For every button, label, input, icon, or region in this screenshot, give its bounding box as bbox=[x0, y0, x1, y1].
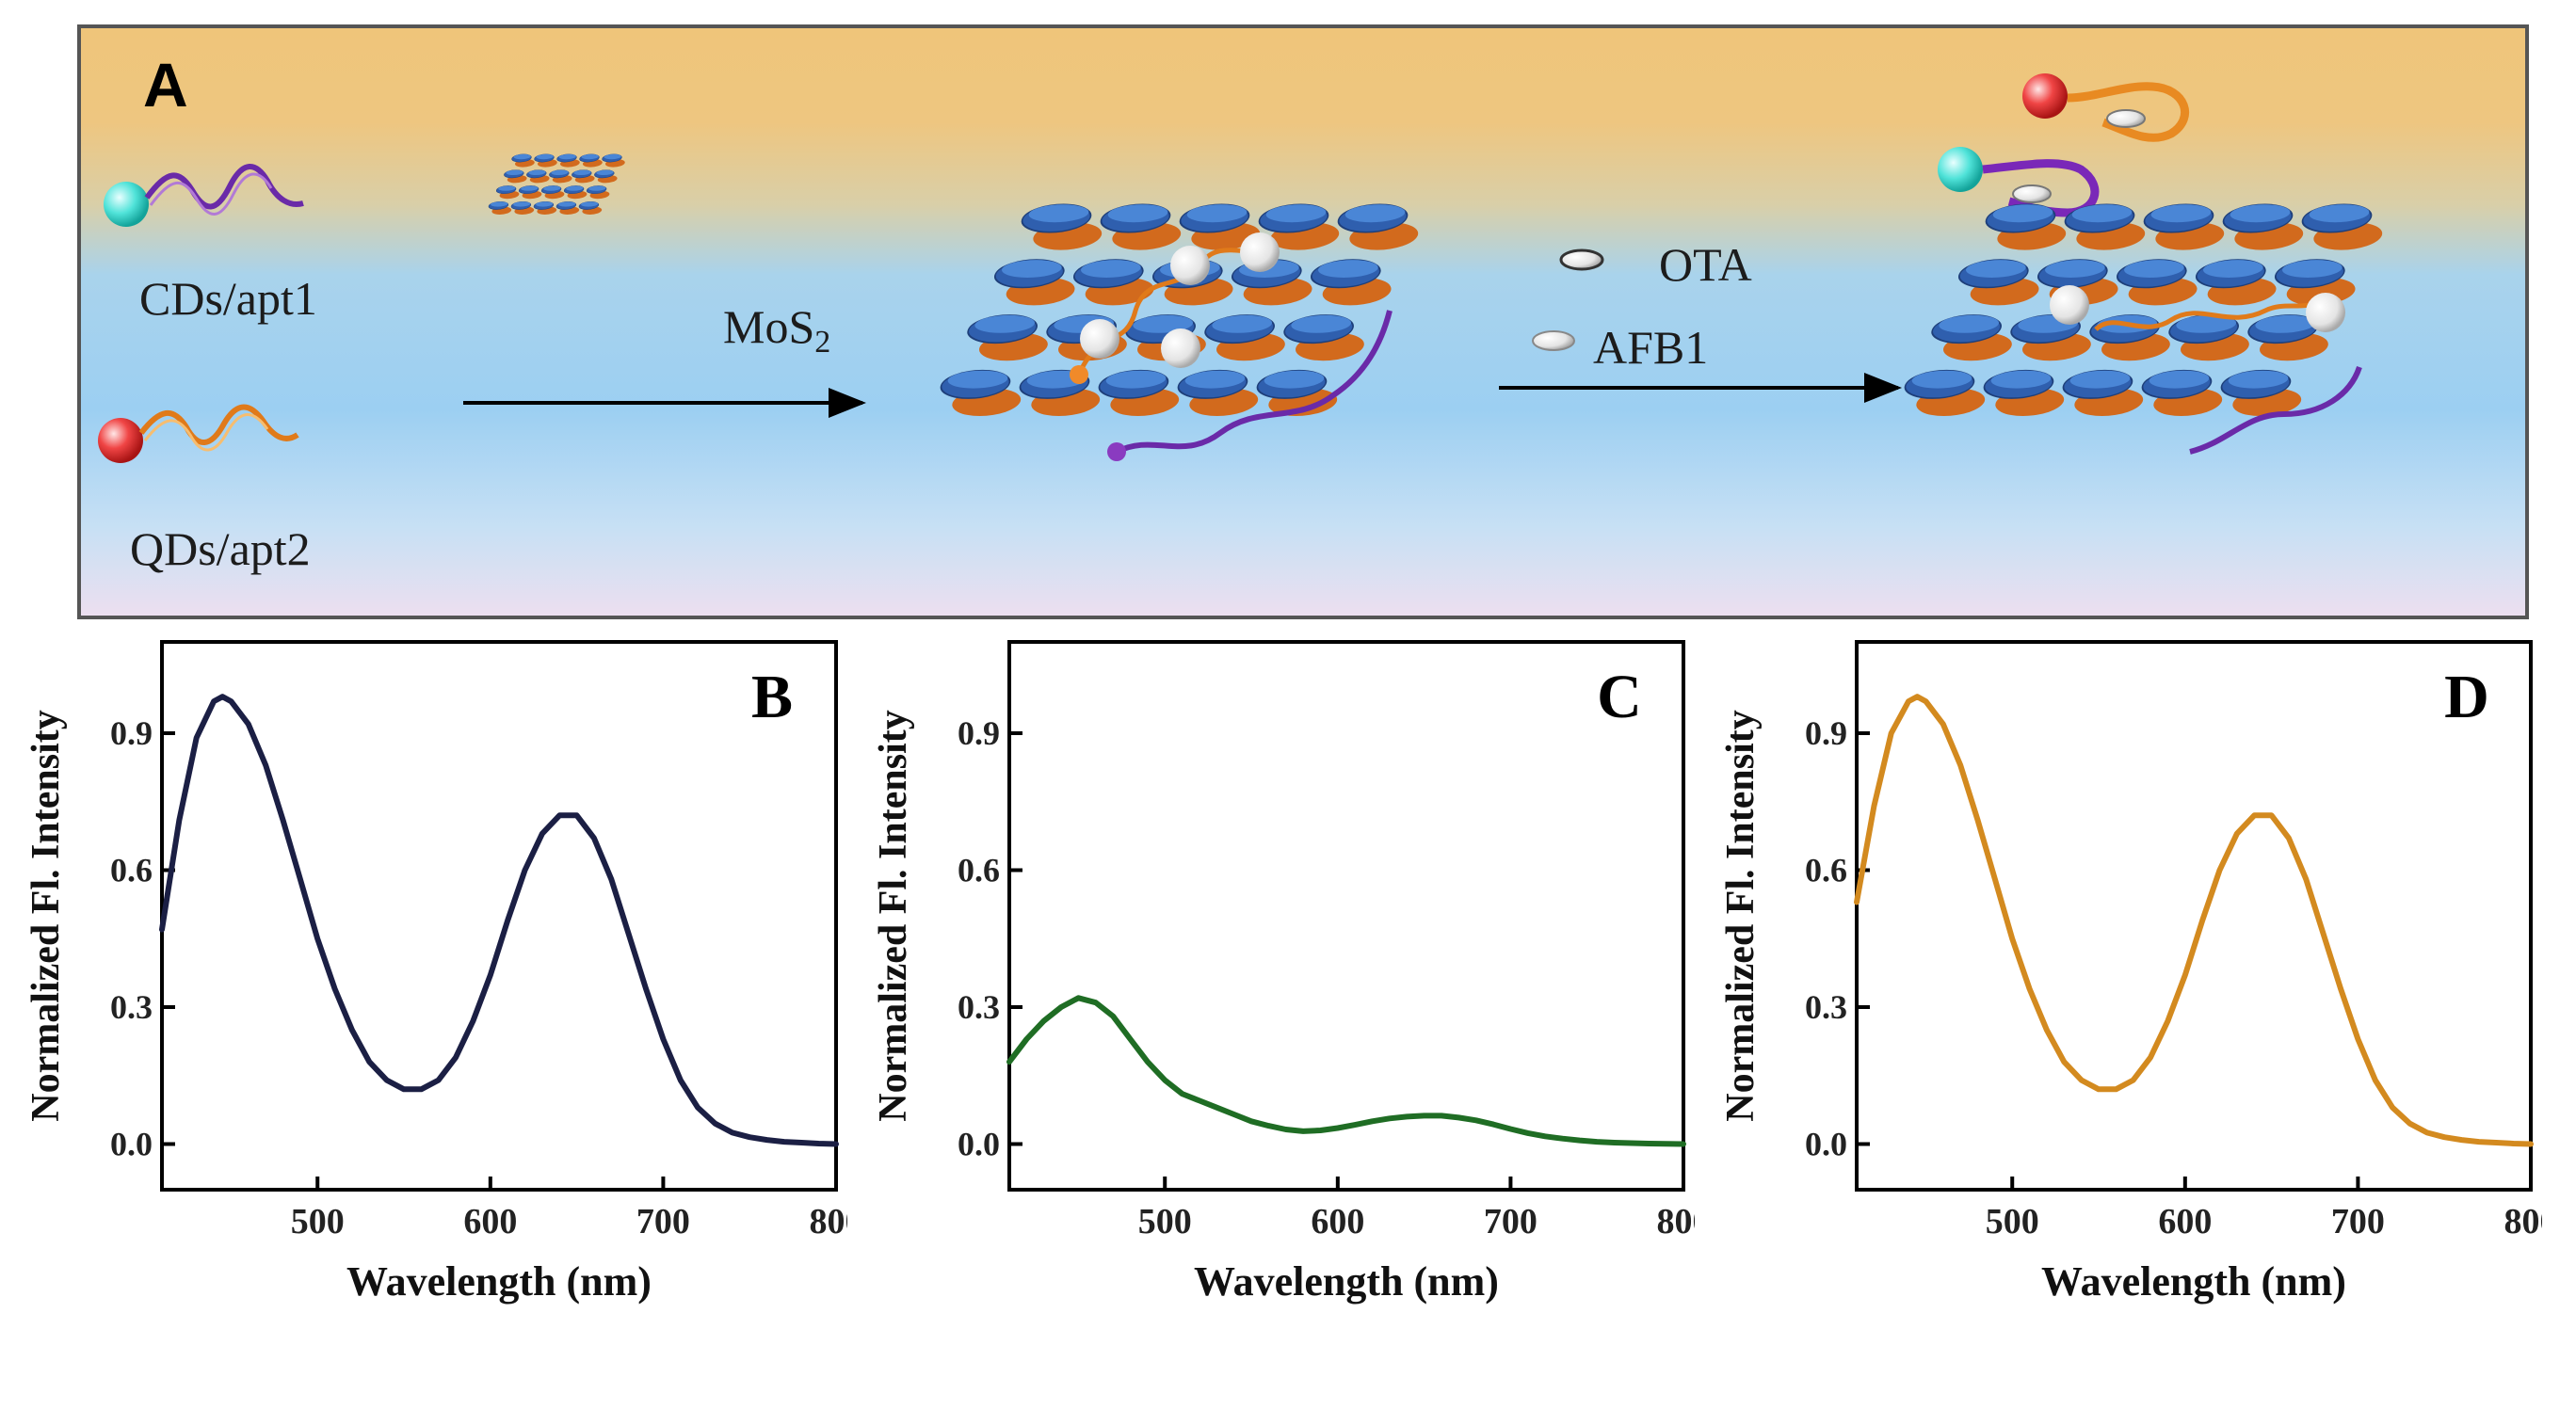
quantum-dot-icon bbox=[98, 418, 143, 463]
x-tick-label: 600 bbox=[2158, 1202, 2212, 1241]
panel-label: D bbox=[2444, 663, 2489, 731]
panel-label: C bbox=[1597, 663, 1642, 731]
y-tick-label: 0.6 bbox=[110, 852, 153, 889]
plot-frame bbox=[1855, 640, 2533, 1192]
plot-frame bbox=[1007, 640, 1685, 1192]
mos2-probe-complex-icon bbox=[926, 203, 1434, 461]
spectrum-line-b bbox=[159, 694, 839, 1147]
x-tick-label: 800 bbox=[810, 1202, 848, 1241]
y-tick-label: 0.9 bbox=[1805, 714, 1847, 752]
schematic-illustration bbox=[98, 73, 2398, 463]
mos2-nanosheet-icon bbox=[484, 153, 630, 216]
x-tick-label: 500 bbox=[291, 1202, 345, 1241]
aptamer1-strand-icon bbox=[144, 164, 304, 210]
target-label-afb1: AFB1 bbox=[1593, 321, 1709, 374]
carbon-dot-icon bbox=[104, 182, 149, 227]
y-axis-label: Normalized Fl. Intensity bbox=[24, 710, 68, 1121]
spectrum-line-d bbox=[1854, 694, 2534, 1147]
x-tick-label: 500 bbox=[1986, 1202, 2039, 1241]
y-tick-label: 0.0 bbox=[1805, 1126, 1847, 1163]
y-axis-label: Normalized Fl. Intensity bbox=[1719, 710, 1763, 1121]
x-tick-label: 600 bbox=[463, 1202, 517, 1241]
reagent-label-mos2: MoS2 bbox=[723, 300, 831, 360]
spectrum-chart-b: 0.0 0.3 0.6 0.9 500 600 700 800 Wavelength (nm) N… bbox=[24, 640, 848, 1305]
schematic-panel-a: A CDs/apt1 QDs/apt2 MoS2 OTA AFB1 bbox=[77, 24, 2529, 619]
y-axis-label: Normalized Fl. Intensity bbox=[872, 710, 915, 1121]
y-tick-label: 0.6 bbox=[958, 852, 1000, 889]
x-tick-label: 700 bbox=[2331, 1202, 2385, 1241]
x-axis-label: Wavelength (nm) bbox=[2041, 1258, 2346, 1305]
x-tick-label: 800 bbox=[1657, 1202, 1696, 1241]
ota-molecule-icon bbox=[1559, 248, 1604, 271]
y-tick-label: 0.9 bbox=[958, 714, 1000, 752]
x-tick-label: 700 bbox=[1484, 1202, 1538, 1241]
panel-label: B bbox=[751, 663, 793, 731]
x-axis-label: Wavelength (nm) bbox=[346, 1258, 652, 1305]
y-tick-label: 0.3 bbox=[110, 988, 153, 1026]
cds-apt1-probe bbox=[104, 164, 304, 227]
aptamer2-strand-icon bbox=[138, 404, 299, 445]
qds-apt2-probe bbox=[98, 404, 299, 463]
afb1-molecule-icon bbox=[1532, 330, 1575, 351]
y-tick-label: 0.6 bbox=[1805, 852, 1847, 889]
target-label-ota: OTA bbox=[1659, 238, 1752, 291]
released-cds-apt1-afb1-complex bbox=[1938, 147, 2100, 217]
x-tick-label: 800 bbox=[2504, 1202, 2543, 1241]
mos2-after-release-icon bbox=[1890, 203, 2398, 455]
x-tick-label: 600 bbox=[1311, 1202, 1364, 1241]
plot-frame bbox=[160, 640, 838, 1192]
spectrum-chart-d: 0.0 0.3 0.6 0.9 500 600 700 800 Wavelength (nm) N… bbox=[1719, 640, 2543, 1305]
y-tick-label: 0.9 bbox=[110, 714, 153, 752]
x-tick-label: 500 bbox=[1138, 1202, 1192, 1241]
y-tick-label: 0.0 bbox=[110, 1126, 153, 1163]
y-tick-label: 0.0 bbox=[958, 1126, 1000, 1163]
x-axis-label: Wavelength (nm) bbox=[1194, 1258, 1499, 1305]
probe-label-qds-apt2: QDs/apt2 bbox=[130, 522, 311, 575]
probe-label-cds-apt1: CDs/apt1 bbox=[139, 272, 317, 325]
released-qds-apt2-ota-complex bbox=[2022, 73, 2190, 142]
x-tick-label: 700 bbox=[636, 1202, 690, 1241]
spectrum-chart-c: 0.0 0.3 0.6 0.9 500 600 700 800 Wavelength (nm) N… bbox=[872, 640, 1696, 1305]
y-tick-label: 0.3 bbox=[958, 988, 1000, 1026]
spectrum-line-c bbox=[1006, 995, 1686, 1147]
panel-label-a: A bbox=[143, 50, 188, 120]
y-tick-label: 0.3 bbox=[1805, 988, 1847, 1026]
